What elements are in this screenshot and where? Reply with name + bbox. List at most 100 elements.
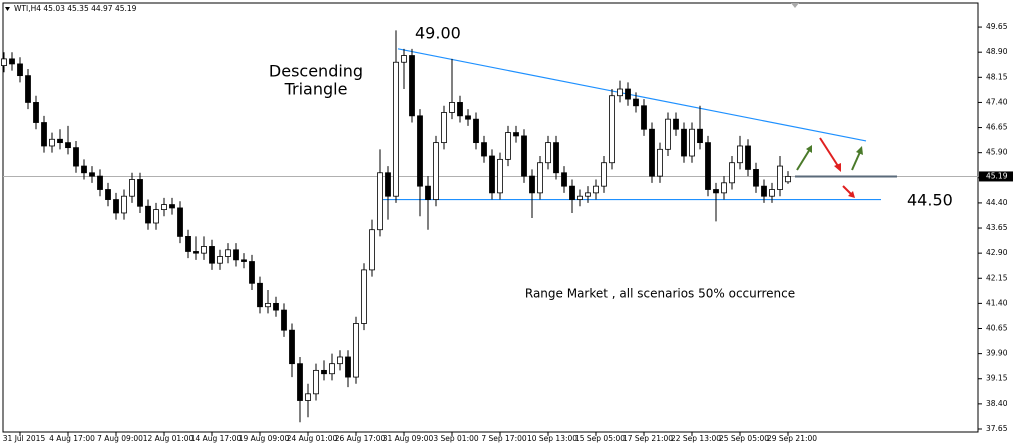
candle-body	[89, 172, 95, 177]
candle-body	[25, 75, 31, 103]
candle-body	[185, 236, 191, 252]
y-tick-label: 45.90	[986, 148, 1008, 157]
shift-marker[interactable]	[791, 3, 799, 8]
x-tick-label: 19 Aug 09:00	[239, 434, 290, 443]
y-tick-label: 47.40	[986, 97, 1008, 106]
x-tick-label: 17 Sep 21:00	[623, 434, 673, 443]
candle-body	[601, 162, 607, 187]
candle-body	[737, 145, 743, 164]
candle-body	[497, 158, 503, 194]
candle-body	[617, 88, 623, 97]
scenario-arrows	[796, 137, 863, 198]
candle-body	[41, 122, 47, 147]
y-tick-label: 37.65	[986, 424, 1008, 433]
y-tick-label: 42.15	[986, 273, 1008, 282]
candle-body	[81, 165, 87, 174]
candle-body	[353, 323, 359, 378]
candle-body	[473, 118, 479, 144]
y-tick-label: 41.40	[986, 298, 1008, 307]
candle-body	[393, 61, 399, 197]
current-price-label: 45.19	[986, 171, 1008, 180]
x-tick-label: 14 Aug 17:00	[191, 434, 242, 443]
candle-body	[745, 145, 751, 170]
candle-body	[105, 189, 111, 200]
candle-body	[465, 115, 471, 120]
x-tick-label: 4 Aug 17:00	[49, 434, 95, 443]
candle-body	[641, 105, 647, 130]
candle-body	[225, 249, 231, 257]
candle-body	[1, 58, 7, 66]
y-tick-label: 44.40	[986, 198, 1008, 207]
x-tick-label: 7 Aug 09:00	[97, 434, 143, 443]
candle-body	[265, 302, 271, 308]
candle-body	[585, 192, 591, 197]
candle-body	[361, 269, 367, 324]
x-tick-label: 15 Sep 05:00	[575, 434, 625, 443]
annotation-pattern: Triangle	[284, 80, 348, 99]
candle-body	[753, 169, 759, 187]
x-tick-label: 7 Sep 17:00	[481, 434, 527, 443]
candle-body	[681, 128, 687, 157]
candle-body	[121, 195, 127, 214]
candle-body	[273, 302, 279, 311]
candle-body	[369, 229, 375, 271]
arrow-head	[806, 145, 812, 153]
candle-body	[689, 128, 695, 157]
x-tick-label: 24 Aug 01:00	[287, 434, 338, 443]
candle-body	[113, 199, 119, 214]
x-tick-label: 31 Aug 09:00	[383, 434, 434, 443]
arrow-up	[851, 151, 861, 171]
candle-body	[457, 102, 463, 117]
candle-body	[537, 162, 543, 194]
candle-body	[377, 172, 383, 231]
candle-body	[673, 118, 679, 130]
candle-body	[289, 329, 295, 365]
candle-body	[33, 102, 39, 123]
annotation-note: Range Market , all scenarios 50% occurre…	[525, 287, 795, 301]
y-tick-label: 38.40	[986, 399, 1008, 408]
candle-body	[769, 189, 775, 197]
arrow-head	[856, 146, 863, 155]
candle-body	[777, 165, 783, 190]
x-tick-label: 31 Jul 2015	[3, 434, 46, 443]
candle-body	[201, 246, 207, 254]
arrow-up	[796, 148, 811, 171]
candle-body	[609, 95, 615, 164]
candle-body	[129, 179, 135, 197]
candle-body	[449, 102, 455, 113]
candle-body	[625, 88, 631, 100]
candle-body	[489, 155, 495, 194]
candle-body	[569, 185, 575, 200]
arrow-head	[848, 191, 855, 198]
candle-body	[513, 132, 519, 137]
candle-body	[57, 138, 63, 144]
candle-body	[305, 393, 311, 401]
y-tick-label: 43.65	[986, 223, 1008, 232]
candle-body	[505, 132, 511, 160]
candle-body	[545, 142, 551, 164]
candle-body	[169, 204, 175, 209]
x-tick-label: 22 Sep 13:00	[671, 434, 721, 443]
candle-body	[297, 363, 303, 401]
candle-body	[209, 246, 215, 264]
y-tick-label: 49.65	[986, 22, 1008, 31]
candle-body	[713, 189, 719, 194]
candle-body	[721, 182, 727, 194]
candle-body	[329, 363, 335, 375]
candle-body	[417, 115, 423, 187]
arrow-down	[842, 185, 852, 195]
y-tick-label: 39.15	[986, 374, 1008, 383]
x-tick-label: 12 Aug 01:00	[143, 434, 194, 443]
candle-body	[761, 185, 767, 197]
y-tick-label: 42.90	[986, 248, 1008, 257]
candle-body	[401, 55, 407, 63]
candle-body	[241, 259, 247, 262]
annotation-pattern: Descending	[269, 62, 363, 81]
candle-body	[161, 204, 167, 211]
candle-body	[249, 261, 255, 284]
trendline	[397, 48, 867, 142]
candle-body	[281, 309, 287, 331]
candle-body	[137, 179, 143, 207]
symbol-menu-icon[interactable]	[5, 7, 10, 11]
